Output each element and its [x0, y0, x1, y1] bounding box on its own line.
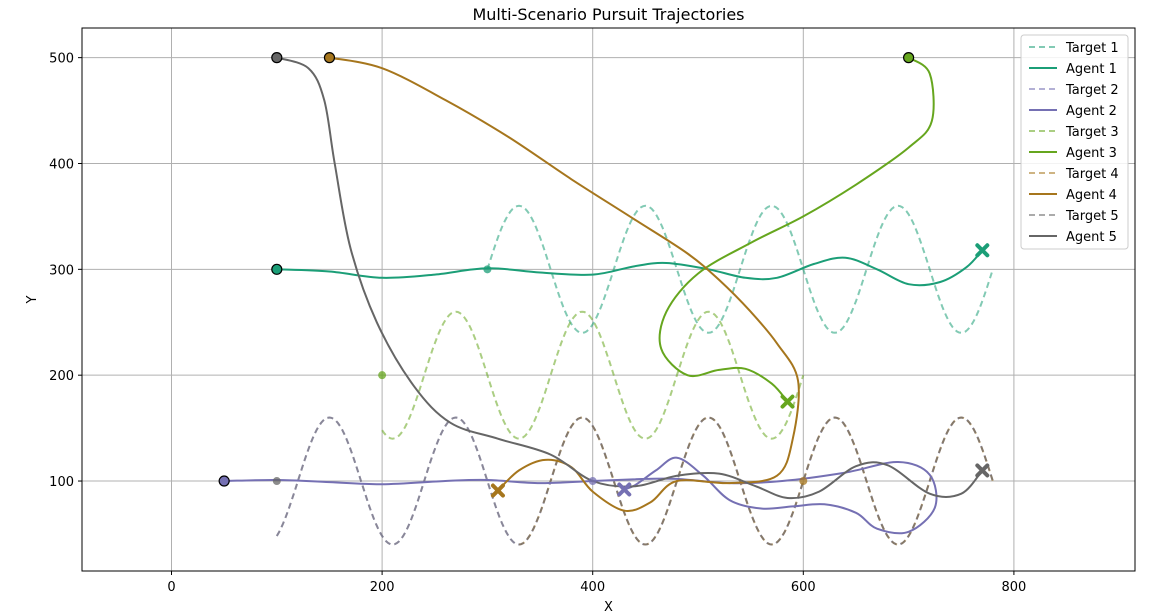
x-tick-label: 800: [1001, 580, 1026, 595]
agent-3-end-stroke-b: [780, 394, 795, 409]
legend: Target 1 Agent 1 Target 2 Agent 2 Target 3 Ag…: [1020, 34, 1129, 250]
axes-frame: [81, 27, 1136, 572]
legend-box: [1020, 34, 1129, 250]
chart-title: Multi-Scenario Pursuit Trajectories: [472, 5, 744, 24]
legend-label-target-3: Target 3: [1065, 125, 1119, 140]
legend-label-target-5: Target 5: [1065, 209, 1119, 224]
x-tick-label: 200: [370, 580, 395, 595]
target-2-start-marker: [588, 477, 597, 486]
agent-4-path: [329, 56, 800, 513]
agent-4-start-marker: [323, 52, 336, 64]
x-tick-label: 600: [791, 580, 816, 595]
agent-2-start-marker: [218, 475, 230, 487]
target-1-start-marker: [483, 265, 492, 274]
x-axis-label: X: [604, 600, 613, 615]
agent-5-end-stroke-b: [975, 463, 990, 478]
x-tick-label: 400: [580, 580, 605, 595]
legend-label-target-2: Target 2: [1065, 83, 1119, 98]
agent-4-end-stroke-b: [490, 483, 505, 498]
legend-label-agent-1: Agent 1: [1066, 62, 1117, 77]
y-tick-label: 500: [49, 52, 74, 67]
y-axis-label: Y: [25, 295, 40, 304]
target-path-target-3: [381, 310, 805, 440]
legend-label-agent-4: Agent 4: [1066, 188, 1117, 203]
target-path-target-5: [275, 416, 994, 546]
data-layer: [218, 52, 994, 546]
y-tick-label: 400: [49, 157, 74, 172]
agent-1-start-marker: [271, 263, 283, 275]
legend-label-target-4: Target 4: [1065, 167, 1119, 182]
y-tick-label: 100: [49, 475, 74, 490]
x-tick-label: 0: [167, 580, 175, 595]
plot-area: [218, 52, 994, 546]
agent-2-end-marker: [617, 482, 632, 497]
ticks: 0 200 400 600 800 100 200 300 400 500: [49, 52, 1026, 595]
agent-1-end-marker: [975, 243, 990, 258]
agent-4-end-marker: [490, 483, 505, 498]
agent-5-start-marker: [271, 52, 283, 64]
target-3-start-marker: [378, 371, 387, 380]
y-tick-label: 300: [49, 263, 74, 278]
agent-2-path: [224, 456, 938, 535]
y-tick-label: 200: [49, 369, 74, 384]
target-path-target-1: [486, 204, 994, 334]
legend-label-agent-3: Agent 3: [1066, 146, 1117, 161]
agent-5-end-marker: [975, 463, 990, 478]
agent-1-end-stroke-b: [975, 243, 990, 258]
legend-label-agent-2: Agent 2: [1066, 104, 1117, 119]
target-5-start-marker: [272, 477, 281, 486]
agent-3-path: [658, 56, 935, 403]
target-4-start-marker: [799, 477, 808, 486]
agent-2-end-stroke-b: [617, 482, 632, 497]
legend-label-target-1: Target 1: [1065, 41, 1119, 56]
legend-label-agent-5: Agent 5: [1066, 230, 1117, 245]
agent-5-path: [276, 56, 984, 500]
agent-3-start-marker: [903, 52, 915, 64]
agent-3-end-marker: [780, 394, 795, 409]
